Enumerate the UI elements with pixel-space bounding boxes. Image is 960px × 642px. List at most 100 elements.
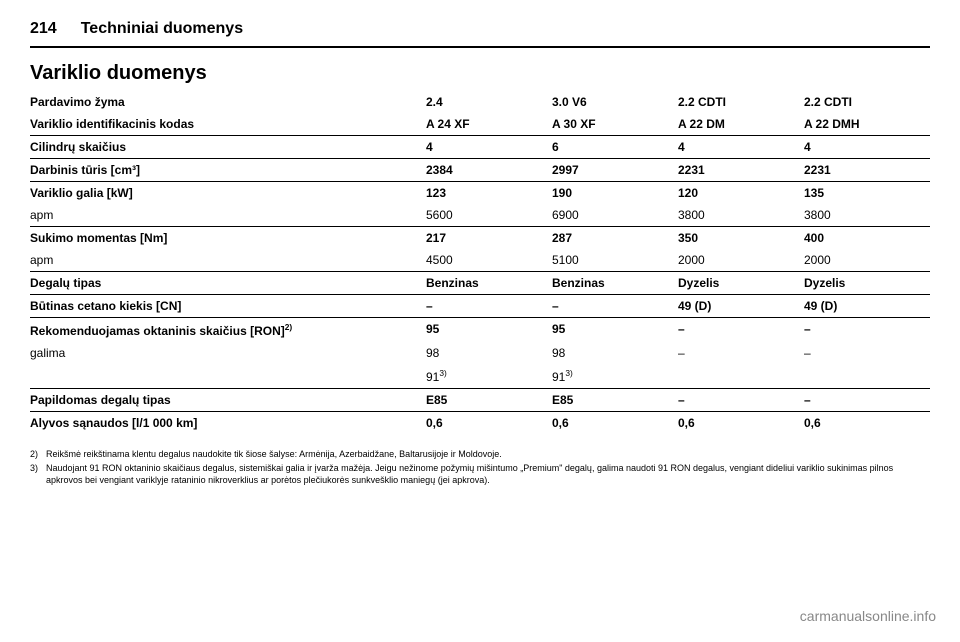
table-row: Sukimo momentas [Nm]217287350400	[30, 227, 930, 250]
table-cell: 3800	[678, 204, 804, 227]
chapter-title: Techniniai duomenys	[81, 20, 243, 38]
table-cell: –	[426, 295, 552, 318]
section-title: Variklio duomenys	[30, 62, 930, 85]
table-cell: 913)	[426, 364, 552, 389]
header-divider	[30, 46, 930, 48]
table-row: 913)913)	[30, 364, 930, 389]
footnotes: 2)Reikšmė reikštinama klentu degalus nau…	[30, 448, 930, 486]
table-cell: 4500	[426, 249, 552, 272]
table-cell: 0,6	[426, 412, 552, 435]
footnote-mark: 3)	[30, 462, 46, 486]
table-row: Degalų tipasBenzinasBenzinasDyzelisDyzel…	[30, 272, 930, 295]
table-cell	[30, 364, 426, 389]
table-cell: Cilindrų skaičius	[30, 136, 426, 159]
table-cell: 2997	[552, 159, 678, 182]
footnote: 2)Reikšmė reikštinama klentu degalus nau…	[30, 448, 930, 460]
table-cell: –	[678, 342, 804, 364]
table-cell: 2.2 CDTI	[804, 91, 930, 113]
table-cell: A 30 XF	[552, 113, 678, 136]
table-cell	[678, 364, 804, 389]
table-cell: 5600	[426, 204, 552, 227]
table-cell: 95	[426, 318, 552, 343]
table-cell: 2384	[426, 159, 552, 182]
table-cell: 120	[678, 182, 804, 205]
table-cell: 123	[426, 182, 552, 205]
table-cell: 4	[426, 136, 552, 159]
table-cell: Dyzelis	[678, 272, 804, 295]
table-cell: 287	[552, 227, 678, 250]
table-cell: 95	[552, 318, 678, 343]
table-cell: 217	[426, 227, 552, 250]
footnote-text: Naudojant 91 RON oktaninio skaičiaus deg…	[46, 462, 930, 486]
table-row: Būtinas cetano kiekis [CN]––49 (D)49 (D)	[30, 295, 930, 318]
table-cell: 2231	[804, 159, 930, 182]
table-cell: Sukimo momentas [Nm]	[30, 227, 426, 250]
table-row: Cilindrų skaičius4644	[30, 136, 930, 159]
table-cell: 0,6	[804, 412, 930, 435]
table-row: Variklio identifikacinis kodasA 24 XFA 3…	[30, 113, 930, 136]
table-cell: 4	[678, 136, 804, 159]
page-number: 214	[30, 20, 57, 38]
table-cell: –	[804, 318, 930, 343]
table-cell: 400	[804, 227, 930, 250]
table-cell: –	[804, 389, 930, 412]
table-row: apm4500510020002000	[30, 249, 930, 272]
table-cell: –	[678, 318, 804, 343]
footnote: 3)Naudojant 91 RON oktaninio skaičiaus d…	[30, 462, 930, 486]
table-cell: A 22 DM	[678, 113, 804, 136]
page-header: 214 Techniniai duomenys	[30, 20, 930, 38]
table-row: Alyvos sąnaudos [l/1 000 km]0,60,60,60,6	[30, 412, 930, 435]
table-cell: 49 (D)	[804, 295, 930, 318]
table-cell: Darbinis tūris [cm³]	[30, 159, 426, 182]
table-cell: Benzinas	[426, 272, 552, 295]
engine-data-table: Pardavimo žyma2.43.0 V62.2 CDTI2.2 CDTIV…	[30, 91, 930, 434]
table-row: apm5600690038003800	[30, 204, 930, 227]
table-cell: –	[804, 342, 930, 364]
table-cell: E85	[552, 389, 678, 412]
table-cell: 2.2 CDTI	[678, 91, 804, 113]
table-cell: 2000	[804, 249, 930, 272]
table-cell: A 22 DMH	[804, 113, 930, 136]
table-cell: 135	[804, 182, 930, 205]
table-cell: apm	[30, 204, 426, 227]
table-cell: 2231	[678, 159, 804, 182]
footnote-mark: 2)	[30, 448, 46, 460]
table-cell: A 24 XF	[426, 113, 552, 136]
table-cell: Alyvos sąnaudos [l/1 000 km]	[30, 412, 426, 435]
table-cell: Papildomas degalų tipas	[30, 389, 426, 412]
table-cell: Pardavimo žyma	[30, 91, 426, 113]
table-cell: 350	[678, 227, 804, 250]
footnote-text: Reikšmė reikštinama klentu degalus naudo…	[46, 448, 502, 460]
table-cell: Degalų tipas	[30, 272, 426, 295]
table-cell: 190	[552, 182, 678, 205]
table-cell: Būtinas cetano kiekis [CN]	[30, 295, 426, 318]
table-row: galima9898––	[30, 342, 930, 364]
table-cell: Benzinas	[552, 272, 678, 295]
table-row: Rekomenduojamas oktaninis skaičius [RON]…	[30, 318, 930, 343]
table-cell: 2.4	[426, 91, 552, 113]
table-cell	[804, 364, 930, 389]
table-cell: Rekomenduojamas oktaninis skaičius [RON]…	[30, 318, 426, 343]
table-cell: 6	[552, 136, 678, 159]
table-cell: E85	[426, 389, 552, 412]
table-cell: 0,6	[552, 412, 678, 435]
table-cell: Variklio identifikacinis kodas	[30, 113, 426, 136]
table-row: Variklio galia [kW]123190120135	[30, 182, 930, 205]
table-cell: 3800	[804, 204, 930, 227]
table-cell: 49 (D)	[678, 295, 804, 318]
table-cell: 913)	[552, 364, 678, 389]
table-cell: 98	[426, 342, 552, 364]
table-cell: 4	[804, 136, 930, 159]
watermark: carmanualsonline.info	[800, 608, 936, 624]
table-cell: 2000	[678, 249, 804, 272]
table-cell: 5100	[552, 249, 678, 272]
table-cell: –	[678, 389, 804, 412]
table-cell: 0,6	[678, 412, 804, 435]
table-cell: apm	[30, 249, 426, 272]
table-cell: Variklio galia [kW]	[30, 182, 426, 205]
table-row: Papildomas degalų tipasE85E85––	[30, 389, 930, 412]
table-cell: galima	[30, 342, 426, 364]
table-cell: Dyzelis	[804, 272, 930, 295]
table-row: Pardavimo žyma2.43.0 V62.2 CDTI2.2 CDTI	[30, 91, 930, 113]
table-cell: 3.0 V6	[552, 91, 678, 113]
